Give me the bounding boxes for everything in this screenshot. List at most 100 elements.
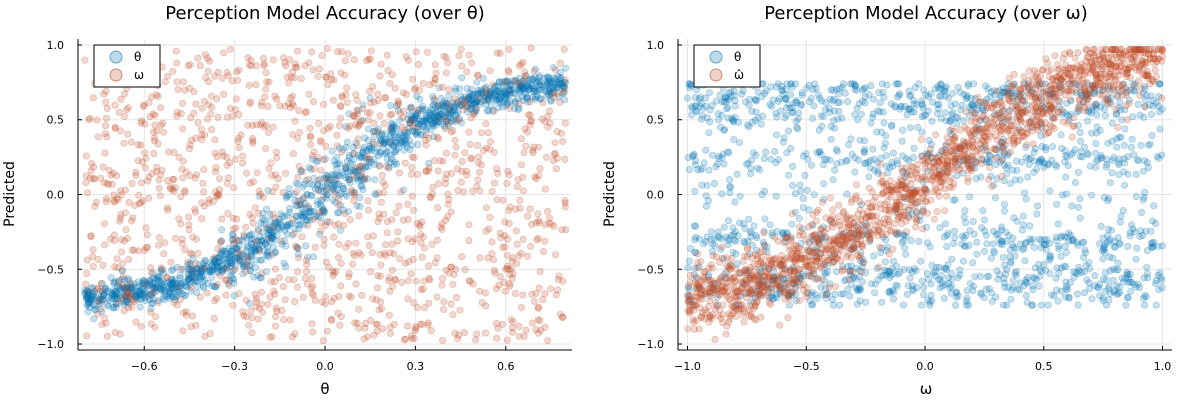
point-theta: [343, 192, 351, 200]
point-theta: [1062, 173, 1070, 181]
point-theta: [920, 283, 928, 291]
point-theta: [551, 75, 559, 83]
point-theta: [342, 165, 350, 173]
point-theta: [867, 280, 875, 288]
point-omega-hat: [998, 156, 1006, 164]
point-theta: [282, 194, 290, 202]
point-theta: [206, 267, 214, 275]
point-theta: [723, 148, 731, 156]
point-theta: [708, 102, 716, 110]
point-theta: [1088, 191, 1096, 199]
point-theta: [378, 130, 386, 138]
point-omega: [445, 196, 453, 204]
point-theta: [199, 278, 207, 286]
point-theta: [316, 200, 324, 208]
point-omega: [99, 163, 107, 171]
point-omega: [519, 187, 527, 195]
point-theta: [504, 85, 512, 93]
point-theta: [350, 167, 358, 175]
point-omega: [370, 119, 378, 127]
legend: θω: [93, 44, 161, 88]
point-theta: [384, 143, 392, 151]
point-omega: [554, 286, 562, 294]
point-theta: [359, 146, 367, 154]
point-theta: [177, 282, 185, 290]
point-omega: [212, 164, 220, 172]
point-omega: [496, 229, 504, 237]
point-omega: [157, 104, 165, 112]
point-theta: [387, 102, 395, 110]
point-theta: [358, 154, 366, 162]
point-theta: [1013, 217, 1021, 225]
y-tick-label: −0.5: [37, 263, 64, 276]
point-theta: [1037, 301, 1045, 309]
point-theta: [1010, 244, 1018, 252]
point-theta: [553, 84, 561, 92]
point-theta: [788, 220, 796, 228]
point-theta: [1042, 246, 1050, 254]
point-omega: [506, 270, 514, 278]
point-theta: [230, 279, 238, 287]
point-omega: [476, 254, 484, 262]
point-theta: [489, 107, 497, 115]
point-theta: [280, 259, 288, 267]
point-theta: [1124, 293, 1132, 301]
point-theta: [918, 97, 926, 105]
point-omega: [463, 68, 471, 76]
point-theta: [141, 296, 149, 304]
point-theta: [211, 283, 219, 291]
point-omega: [440, 298, 448, 306]
point-theta: [720, 126, 728, 134]
point-theta: [349, 150, 357, 158]
point-theta: [750, 222, 758, 230]
point-theta: [747, 170, 755, 178]
point-theta: [246, 267, 254, 275]
point-theta: [1149, 97, 1157, 105]
point-theta: [333, 209, 341, 217]
point-theta: [1080, 238, 1088, 246]
point-theta: [371, 176, 379, 184]
point-omega: [321, 222, 329, 230]
point-theta: [183, 282, 191, 290]
point-omega: [251, 290, 259, 298]
point-omega: [83, 269, 91, 277]
point-theta: [239, 270, 247, 278]
point-theta: [269, 234, 277, 242]
point-theta: [685, 166, 693, 174]
point-theta: [160, 284, 168, 292]
point-omega: [151, 121, 159, 129]
point-theta: [337, 190, 345, 198]
point-omega: [427, 194, 435, 202]
point-theta: [118, 267, 126, 275]
point-theta: [294, 180, 302, 188]
point-theta: [268, 227, 276, 235]
point-omega: [257, 190, 265, 198]
point-omega: [411, 235, 419, 243]
point-theta: [210, 282, 218, 290]
point-theta: [529, 75, 537, 83]
point-theta: [240, 233, 248, 241]
point-theta: [684, 264, 692, 272]
point-omega: [155, 176, 163, 184]
point-theta: [172, 285, 180, 293]
point-omega: [281, 296, 289, 304]
point-omega: [293, 243, 301, 251]
point-omega: [449, 280, 457, 288]
point-omega: [159, 119, 167, 127]
point-theta: [339, 206, 347, 214]
point-theta: [218, 226, 226, 234]
point-theta: [408, 127, 416, 135]
point-omega: [556, 99, 564, 107]
point-theta: [949, 196, 957, 204]
point-theta: [556, 76, 564, 84]
point-theta: [543, 92, 551, 100]
point-theta: [684, 154, 692, 162]
point-theta: [700, 159, 708, 167]
point-theta: [284, 192, 292, 200]
point-theta: [129, 288, 137, 296]
point-theta: [412, 111, 420, 119]
point-theta: [296, 201, 304, 209]
point-omega: [527, 44, 535, 52]
point-theta: [787, 145, 795, 153]
point-omega: [160, 250, 168, 258]
